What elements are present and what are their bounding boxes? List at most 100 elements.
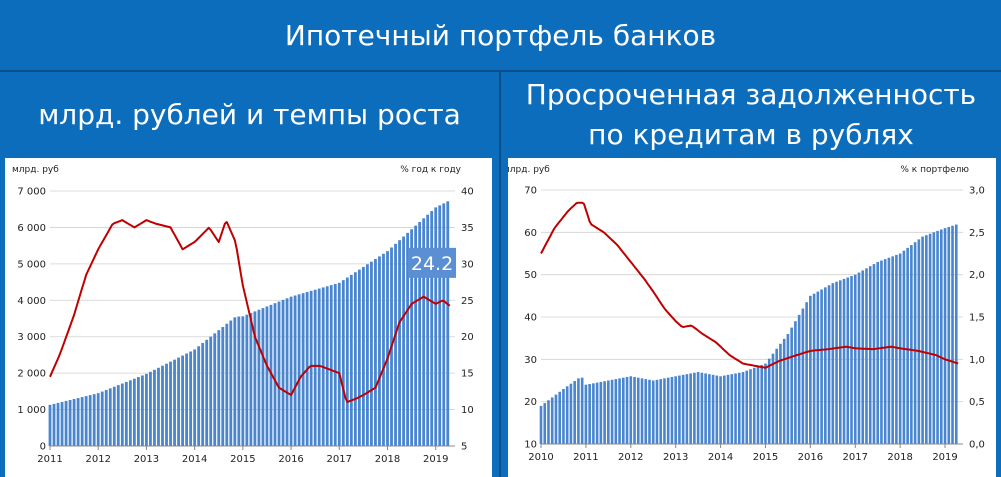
bar bbox=[666, 377, 670, 444]
x-tick-label: 2016 bbox=[278, 454, 303, 465]
bar bbox=[868, 266, 872, 444]
bar bbox=[241, 316, 245, 446]
bar bbox=[116, 385, 120, 446]
bar bbox=[663, 378, 666, 444]
bar bbox=[853, 274, 857, 444]
y-left-tick-label: 6 000 bbox=[17, 223, 46, 234]
bar bbox=[921, 236, 924, 444]
bar bbox=[60, 401, 64, 446]
bar bbox=[273, 303, 277, 446]
bar bbox=[816, 291, 820, 444]
bar bbox=[779, 343, 782, 444]
y-left-tick-label: 7 000 bbox=[17, 187, 46, 198]
bar bbox=[756, 366, 760, 444]
bar bbox=[764, 363, 767, 444]
bar bbox=[558, 391, 562, 444]
bar bbox=[237, 316, 241, 446]
bar bbox=[737, 372, 741, 444]
bar bbox=[865, 268, 868, 444]
header-divider bbox=[0, 70, 1001, 72]
bar bbox=[607, 380, 610, 444]
y-right-tick-label: 0,0 bbox=[969, 440, 985, 451]
bar bbox=[543, 403, 547, 444]
bar bbox=[438, 205, 442, 446]
y-left-tick-label: 30 bbox=[524, 355, 537, 366]
bar bbox=[366, 264, 369, 446]
bar bbox=[621, 377, 625, 444]
bar bbox=[104, 389, 108, 446]
x-tick-label: 2014 bbox=[708, 452, 733, 463]
bar bbox=[257, 309, 261, 446]
bar bbox=[891, 256, 894, 444]
bar bbox=[614, 379, 618, 444]
bar bbox=[406, 232, 409, 446]
bar bbox=[313, 289, 317, 446]
bar bbox=[353, 272, 357, 446]
bar bbox=[370, 261, 373, 446]
x-tick-label: 2017 bbox=[843, 452, 868, 463]
bar bbox=[685, 374, 689, 444]
y-right-tick-label: 40 bbox=[461, 187, 474, 198]
bar bbox=[760, 364, 764, 444]
bar bbox=[410, 229, 414, 446]
y-right-tick-label: 35 bbox=[461, 223, 474, 234]
y-right-tick-label: 25 bbox=[461, 296, 474, 307]
bar bbox=[910, 245, 913, 444]
bar bbox=[704, 373, 707, 444]
bar bbox=[794, 321, 797, 444]
bar bbox=[197, 346, 201, 446]
bar bbox=[96, 393, 100, 446]
bar bbox=[689, 373, 692, 444]
bar bbox=[285, 298, 289, 446]
bar bbox=[954, 224, 958, 444]
bar bbox=[434, 207, 438, 446]
bar bbox=[932, 232, 936, 444]
left-chart-subtitle: млрд. рублей и темпы роста bbox=[38, 98, 461, 131]
bar bbox=[301, 293, 305, 446]
bar bbox=[730, 374, 734, 444]
y-left-tick-label: 3 000 bbox=[17, 332, 46, 343]
bar bbox=[887, 257, 891, 444]
y-left-unit-label: млрд. руб bbox=[508, 165, 550, 175]
bar bbox=[951, 225, 954, 444]
y-left-tick-label: 1 000 bbox=[17, 405, 46, 416]
bar bbox=[786, 333, 790, 444]
y-left-tick-label: 0 bbox=[40, 442, 46, 453]
bar bbox=[48, 404, 52, 446]
bar bbox=[386, 251, 389, 446]
bar bbox=[678, 375, 681, 444]
bar bbox=[554, 394, 558, 444]
bar bbox=[309, 290, 313, 446]
y-right-tick-label: 20 bbox=[461, 332, 474, 343]
bar bbox=[161, 365, 164, 446]
bar bbox=[928, 233, 932, 444]
callout-box bbox=[408, 247, 457, 278]
x-tick-label: 2015 bbox=[230, 454, 255, 465]
y-right-unit-label: % год к году bbox=[400, 165, 461, 175]
bar bbox=[269, 304, 273, 446]
y-right-tick-label: 30 bbox=[461, 259, 474, 270]
bar bbox=[84, 396, 88, 446]
x-tick-label: 2019 bbox=[423, 454, 448, 465]
y-left-tick-label: 4 000 bbox=[17, 296, 46, 307]
bar bbox=[726, 374, 730, 444]
y-left-tick-label: 2 000 bbox=[17, 369, 46, 380]
bar bbox=[165, 363, 168, 446]
bar bbox=[136, 377, 140, 446]
bar bbox=[588, 384, 591, 444]
bar bbox=[209, 336, 213, 446]
bar bbox=[883, 259, 887, 444]
bar bbox=[659, 379, 663, 444]
y-right-tick-label: 0,5 bbox=[969, 397, 985, 408]
bar bbox=[374, 259, 377, 446]
bar bbox=[233, 317, 237, 446]
bar bbox=[547, 400, 550, 444]
bar bbox=[345, 277, 349, 446]
y-left-tick-label: 10 bbox=[524, 440, 537, 451]
y-left-tick-label: 70 bbox=[524, 186, 537, 197]
bar bbox=[655, 379, 659, 444]
overdue-debt-chart-panel: 10 20 30 40 50 60 70 0,0 0,5 1,0 1,5 2,0 2,5 3,0 2010 2… bbox=[508, 158, 996, 477]
bar bbox=[185, 353, 189, 446]
bar bbox=[693, 372, 696, 444]
x-tick-label: 2018 bbox=[375, 454, 400, 465]
